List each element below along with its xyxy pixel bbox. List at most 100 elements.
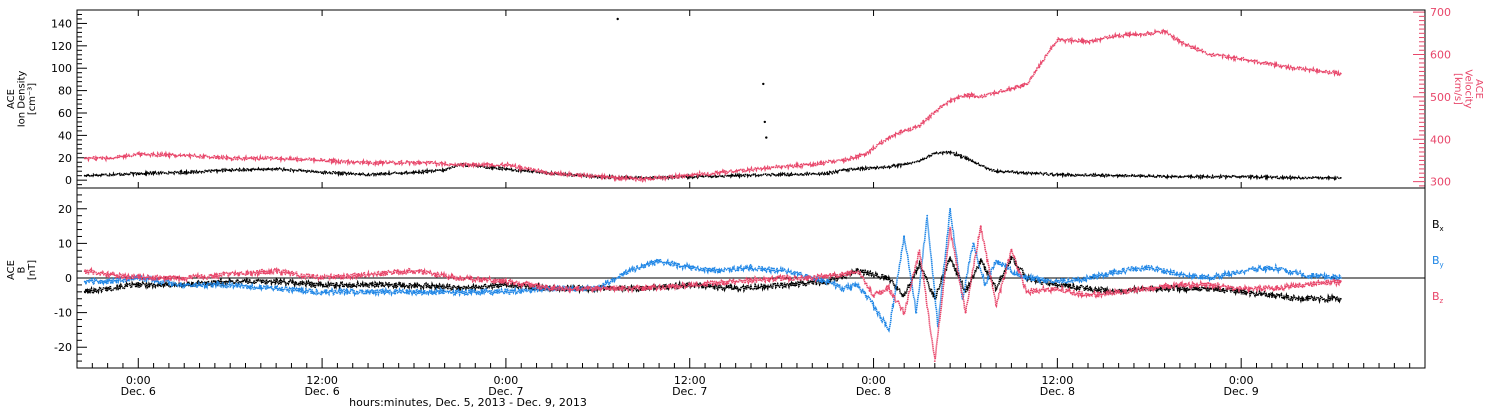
- data-point: [903, 311, 906, 314]
- data-point: [1087, 40, 1089, 43]
- data-point: [1010, 249, 1013, 252]
- data-point: [137, 277, 140, 279]
- density-tick-label: 0: [65, 174, 72, 187]
- data-point: [688, 266, 691, 269]
- x-tick-time-label: 0:00: [1229, 374, 1254, 387]
- data-point: [949, 151, 951, 154]
- data-point: [275, 270, 277, 272]
- data-point: [1025, 277, 1028, 279]
- density-axis-label: ACEIon Density[cm⁻³]: [6, 71, 38, 128]
- legend-subscript: y: [1440, 261, 1444, 269]
- data-point: [842, 159, 844, 162]
- data-point: [1148, 287, 1151, 290]
- x-tick-time-label: 12:00: [674, 374, 706, 387]
- density-velocity-panel: ACEIon Density[cm⁻³] ACEVelocity[km/s] 0…: [6, 6, 1484, 189]
- data-point: [826, 280, 829, 283]
- data-point: [459, 290, 461, 293]
- data-point: [413, 290, 415, 293]
- axis-title-line: [km/s]: [1452, 73, 1463, 105]
- data-point: [275, 168, 277, 170]
- axis-title-line: ACE: [6, 260, 17, 280]
- density-tick-label: 60: [58, 107, 72, 120]
- data-point: [106, 157, 109, 160]
- data-point: [321, 171, 323, 174]
- data-point: [688, 284, 691, 286]
- data-point: [688, 174, 691, 177]
- axis-title: ACEIon Density[cm⁻³]: [6, 71, 38, 128]
- data-point: [918, 263, 921, 266]
- data-point: [762, 82, 765, 86]
- data-point: [933, 110, 936, 113]
- x-tick-time-label: 0:00: [861, 374, 886, 387]
- data-point: [596, 175, 599, 178]
- data-point: [842, 169, 844, 172]
- data-point: [1301, 177, 1304, 179]
- velocity-tick-label: 500: [1430, 91, 1451, 104]
- data-point: [857, 270, 860, 272]
- data-point: [734, 280, 737, 283]
- data-point: [1010, 256, 1013, 259]
- axis-title-line: Velocity: [1463, 69, 1474, 108]
- data-point: [1179, 175, 1181, 178]
- x-tick-time-label: 0:00: [494, 374, 519, 387]
- data-point: [137, 172, 140, 175]
- data-point: [505, 163, 507, 166]
- data-point: [367, 284, 369, 286]
- x-tick-date-label: Dec. 6: [121, 385, 156, 398]
- x-tick-date-label: Dec. 8: [856, 385, 891, 398]
- data-point: [780, 165, 783, 168]
- data-point: [183, 277, 186, 279]
- data-point: [367, 161, 369, 164]
- series-line: [83, 225, 1342, 360]
- data-point: [949, 256, 951, 259]
- data-point: [1339, 297, 1342, 300]
- data-point: [933, 152, 936, 155]
- series-line: [83, 150, 1341, 182]
- x-tick-date-label: Dec. 8: [1040, 385, 1075, 398]
- data-point: [888, 136, 890, 139]
- series-series: [83, 28, 1342, 183]
- data-point: [596, 287, 599, 290]
- data-point: [811, 163, 814, 166]
- data-point: [1056, 173, 1059, 176]
- data-point: [642, 287, 645, 290]
- data-point: [137, 284, 140, 286]
- data-point: [1117, 290, 1120, 293]
- data-point: [658, 259, 660, 262]
- data-point: [1339, 280, 1342, 283]
- data-point: [1056, 38, 1059, 41]
- data-point: [1117, 34, 1120, 37]
- data-point: [888, 165, 890, 168]
- data-point: [1179, 273, 1181, 276]
- x-tick-time-label: 12:00: [1042, 374, 1074, 387]
- data-point: [995, 259, 997, 262]
- data-point: [1240, 270, 1243, 272]
- data-point: [734, 170, 737, 172]
- data-point: [1270, 266, 1273, 269]
- data-point: [275, 280, 277, 283]
- data-point: [780, 270, 783, 272]
- data-point: [949, 228, 951, 231]
- velocity-tick-label: 400: [1430, 133, 1451, 146]
- data-point: [964, 156, 967, 159]
- data-point: [888, 329, 890, 331]
- data-point: [413, 171, 415, 174]
- data-point: [915, 311, 918, 314]
- data-point: [551, 172, 553, 175]
- data-point: [367, 290, 369, 293]
- data-point: [229, 273, 232, 276]
- data-point: [780, 284, 783, 286]
- data-point: [1286, 66, 1288, 69]
- data-point: [275, 287, 277, 290]
- data-point: [551, 287, 553, 290]
- axis-title-line: Ion Density: [17, 71, 28, 128]
- legend-subscript: z: [1440, 297, 1444, 305]
- data-point: [984, 284, 987, 286]
- field-tick-label: 10: [58, 237, 72, 250]
- data-point: [995, 304, 997, 307]
- data-point: [229, 157, 232, 160]
- data-point: [903, 235, 906, 238]
- data-point: [183, 284, 186, 286]
- data-point: [872, 166, 875, 169]
